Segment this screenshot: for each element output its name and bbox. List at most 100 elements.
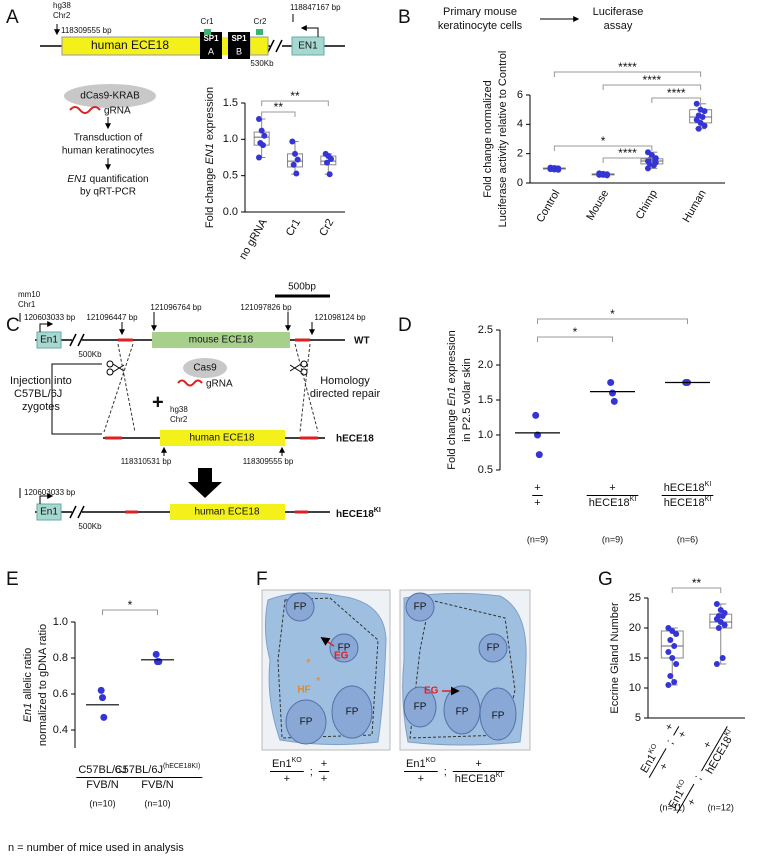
bracket (602, 84, 702, 90)
numerator-part: KO (647, 742, 658, 755)
denominator-part: + (284, 773, 290, 785)
tss-arrow (39, 321, 54, 332)
gene-label: EN1 (298, 41, 318, 52)
point (671, 643, 678, 649)
y-tick-label: 0.8 (53, 652, 68, 664)
fraction: ++ (318, 758, 330, 785)
point (650, 162, 657, 169)
step: Transduction of (74, 133, 143, 144)
separator: ; (444, 766, 447, 778)
grna-label: gRNA (206, 379, 233, 390)
significance: **** (618, 146, 637, 160)
fp-label: FP (456, 707, 469, 718)
x-tick-label: Chimp (634, 188, 660, 222)
assembly: mm10 (18, 290, 41, 299)
guide-label: Cr1 (201, 17, 214, 26)
y-tick-label: 4 (517, 118, 523, 130)
gene-name: EN1 (67, 174, 86, 185)
break (267, 39, 283, 53)
numerator: + (663, 721, 677, 733)
significance: * (573, 325, 578, 339)
numerator-part: KO (675, 778, 686, 791)
denominator: + (418, 773, 424, 785)
y-axis-label-part: expression (446, 330, 458, 386)
n-label: (n=11) (659, 802, 685, 812)
denominator-part: KI (705, 496, 712, 503)
coordinate: 120603033 bp (24, 488, 76, 497)
y-axis-label: Eccrine Gland Number (609, 602, 621, 714)
point (293, 170, 300, 177)
y-axis-label-part: expression (204, 87, 216, 143)
element-label: human ECE18 (194, 507, 259, 518)
point (721, 622, 728, 628)
x-tick-label: Cr1 (284, 217, 303, 238)
fraction-bar (701, 726, 728, 772)
panel-label: C (6, 315, 20, 336)
significance: * (601, 134, 606, 148)
y-tick-label: 0 (517, 177, 523, 189)
y-axis-label-part: En1 (22, 703, 34, 723)
numerator: + (475, 758, 481, 770)
break (69, 333, 85, 347)
significance: ** (692, 576, 702, 590)
cells: Primary mouse (443, 6, 517, 18)
panel-a-diagram: A hg38 Chr2 118309555 bp human ECE18 SP1… (6, 1, 345, 198)
fraction: ++ (663, 721, 690, 740)
denominator: + (321, 773, 327, 785)
significance: * (610, 307, 615, 321)
y-axis-label-part: En1 (446, 387, 458, 407)
point (261, 132, 268, 139)
bracket (602, 157, 653, 163)
crossover (103, 343, 319, 433)
point (292, 150, 298, 157)
element-box (249, 36, 269, 56)
n-label: (n=9) (527, 534, 548, 544)
repressor-label: dCas9-KRAB (80, 91, 140, 102)
gene-label: En1 (40, 335, 58, 346)
point (669, 655, 676, 661)
bracket (651, 97, 702, 103)
numerator-part: + (534, 482, 540, 494)
point (326, 171, 333, 178)
fp-label: FP (338, 643, 351, 654)
outline (277, 597, 379, 739)
distance: 500Kb (78, 350, 102, 359)
panel-label: G (598, 569, 613, 590)
gene-label: En1 (40, 507, 58, 518)
allele-label: hECE18KI (336, 507, 381, 520)
site-label: A (208, 46, 214, 56)
point (701, 122, 708, 129)
step: by qRT-PCR (80, 187, 136, 198)
fraction: En1KO+ (404, 757, 438, 785)
panel-label: E (6, 569, 19, 590)
point (609, 389, 616, 397)
y-axis-label-part: Fold change (446, 406, 458, 470)
fraction: En1KO+ (270, 757, 304, 785)
bracket (537, 336, 613, 342)
n-label: (n=12) (708, 802, 734, 812)
chromosome: Chr2 (170, 415, 188, 424)
bracket (553, 145, 653, 151)
y-tick-label: 0.6 (53, 688, 68, 700)
numerator: + (321, 758, 327, 770)
panel-label: A (6, 7, 19, 28)
x-tick-label: Human (681, 188, 709, 225)
point (260, 142, 266, 149)
y-axis-label: normalized to gDNA ratio (37, 624, 49, 746)
denominator: FVB/N (86, 779, 118, 791)
genotype: En1KO +; + hECE18KI (404, 757, 505, 785)
numerator-part: (hECE18KI) (163, 763, 200, 770)
coordinate: 121096447 bp (86, 313, 138, 322)
cells: keratinocyte cells (438, 20, 523, 32)
fraction: +hECE18KI (701, 726, 735, 776)
point (97, 686, 105, 694)
gene-box (36, 503, 62, 521)
fraction: En1KO+ (638, 742, 671, 778)
genotype: En1KO+;++ (638, 721, 690, 778)
fraction: +hECE18KI (452, 758, 505, 785)
bracket (261, 100, 329, 106)
repair: directed repair (310, 388, 381, 400)
point (289, 138, 296, 145)
fraction: En1KO+ (666, 778, 699, 814)
